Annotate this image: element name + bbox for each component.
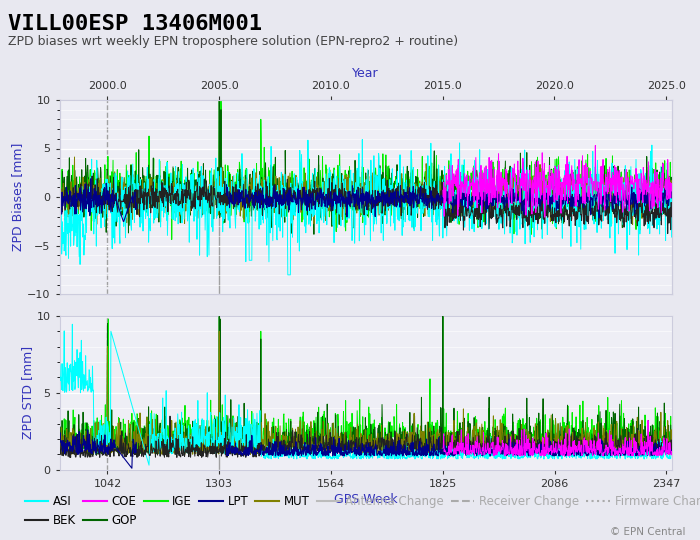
Text: ZPD biases wrt weekly EPN troposphere solution (EPN-repro2 + routine): ZPD biases wrt weekly EPN troposphere so… — [8, 35, 458, 48]
Text: © EPN Central: © EPN Central — [610, 527, 686, 537]
Legend: ASI, BEK, COE, GOP, IGE, LPT, MUT, Antenna Change, Receiver Change, Firmware Cha: ASI, BEK, COE, GOP, IGE, LPT, MUT, Anten… — [20, 490, 700, 531]
Y-axis label: ZPD STD [mm]: ZPD STD [mm] — [21, 346, 34, 440]
Y-axis label: ZPD Biases [mm]: ZPD Biases [mm] — [11, 143, 25, 251]
X-axis label: Year: Year — [352, 67, 379, 80]
X-axis label: GPS Week: GPS Week — [334, 493, 398, 506]
Text: VILL00ESP 13406M001: VILL00ESP 13406M001 — [8, 14, 262, 33]
